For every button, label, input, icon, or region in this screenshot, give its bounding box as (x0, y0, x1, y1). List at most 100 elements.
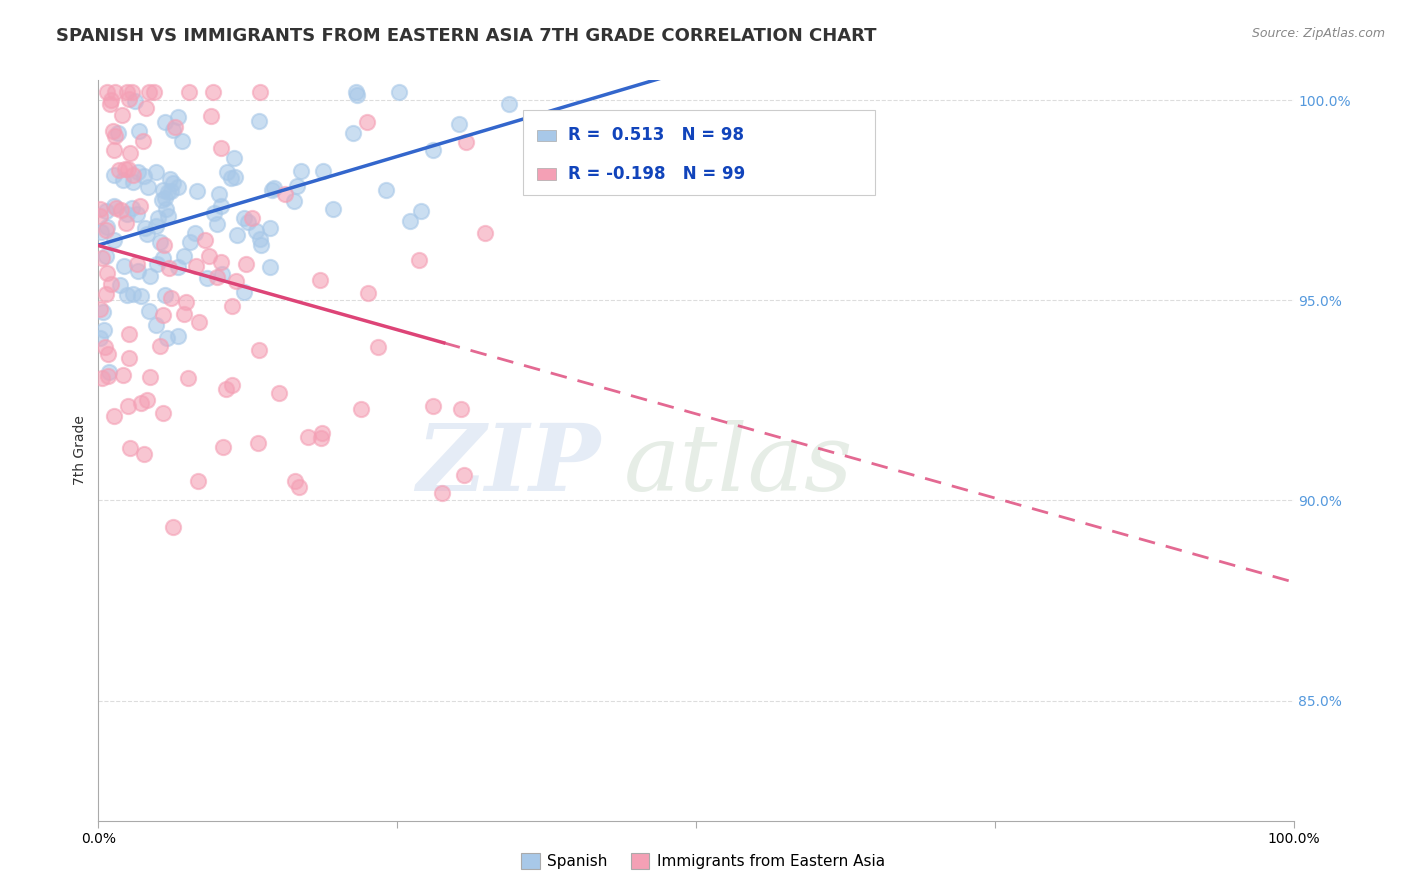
Point (149, 235, 172, 250)
Point (136, 180, 159, 194)
Point (111, 368, 134, 382)
Point (399, 214, 422, 228)
Point (235, 257, 257, 271)
Point (259, 260, 281, 274)
Point (290, 163, 312, 178)
Point (202, 205, 225, 219)
Point (129, 289, 152, 303)
Point (221, 299, 243, 313)
Point (167, 110, 190, 124)
Point (128, 199, 150, 213)
Point (103, 409, 125, 424)
Point (108, 163, 131, 178)
Point (96, 85, 118, 99)
Point (149, 339, 172, 353)
Point (177, 85, 200, 99)
Point (156, 186, 179, 200)
Point (163, 120, 186, 134)
Point (430, 486, 453, 500)
Point (155, 115, 177, 129)
Point (115, 216, 138, 230)
Point (498, 97, 520, 112)
Point (89, 331, 111, 345)
Point (145, 318, 167, 332)
Point (103, 199, 125, 213)
Point (138, 304, 160, 318)
Point (120, 145, 142, 160)
Point (127, 264, 149, 278)
Point (162, 176, 184, 190)
Point (174, 294, 197, 309)
Point (148, 211, 170, 225)
Point (456, 135, 478, 149)
Y-axis label: 7th Grade: 7th Grade (73, 416, 87, 485)
Point (207, 217, 229, 231)
Point (224, 152, 246, 166)
Point (236, 215, 259, 229)
Point (215, 165, 238, 179)
Point (97, 368, 120, 383)
Point (209, 141, 232, 155)
Point (103, 233, 125, 247)
Point (179, 235, 201, 249)
Point (156, 331, 179, 345)
Point (225, 275, 247, 289)
Point (118, 92, 141, 106)
Point (188, 315, 211, 329)
Point (117, 400, 139, 414)
Point (157, 260, 180, 275)
Point (104, 85, 127, 99)
Point (93, 323, 115, 337)
Point (159, 172, 181, 186)
Point (107, 126, 129, 140)
Point (129, 396, 152, 410)
Text: R =  0.513   N = 98: R = 0.513 N = 98 (568, 127, 744, 145)
Point (108, 278, 131, 293)
Point (187, 474, 209, 488)
Point (160, 184, 183, 198)
Point (118, 441, 141, 455)
Point (409, 204, 432, 219)
Point (221, 377, 243, 392)
Point (167, 179, 190, 194)
Point (121, 85, 143, 99)
Point (344, 85, 367, 99)
Point (260, 183, 283, 197)
Point (232, 211, 254, 225)
Point (152, 182, 174, 196)
Point (152, 308, 174, 322)
Point (184, 226, 207, 240)
Point (538, 111, 561, 125)
Point (152, 406, 174, 420)
Point (157, 209, 180, 223)
Point (233, 285, 256, 299)
Point (97, 346, 120, 360)
Point (173, 249, 195, 263)
Point (422, 399, 444, 413)
Point (176, 371, 198, 385)
Point (94, 249, 117, 263)
Point (212, 440, 235, 454)
Point (103, 143, 125, 157)
Point (184, 259, 207, 273)
Point (117, 85, 139, 99)
Point (89, 209, 111, 223)
Point (322, 202, 344, 216)
Point (100, 277, 122, 292)
Point (350, 402, 373, 417)
Point (146, 256, 169, 270)
Point (202, 85, 225, 99)
Point (408, 253, 430, 268)
Point (267, 386, 290, 401)
Point (311, 164, 333, 178)
FancyBboxPatch shape (537, 129, 557, 141)
Point (225, 227, 247, 242)
Point (94, 340, 117, 354)
Point (100, 93, 122, 107)
Point (274, 186, 297, 201)
Point (96, 204, 118, 219)
Legend: Spanish, Immigrants from Eastern Asia: Spanish, Immigrants from Eastern Asia (515, 847, 891, 875)
Point (247, 343, 270, 357)
Point (240, 211, 263, 225)
Point (170, 134, 193, 148)
